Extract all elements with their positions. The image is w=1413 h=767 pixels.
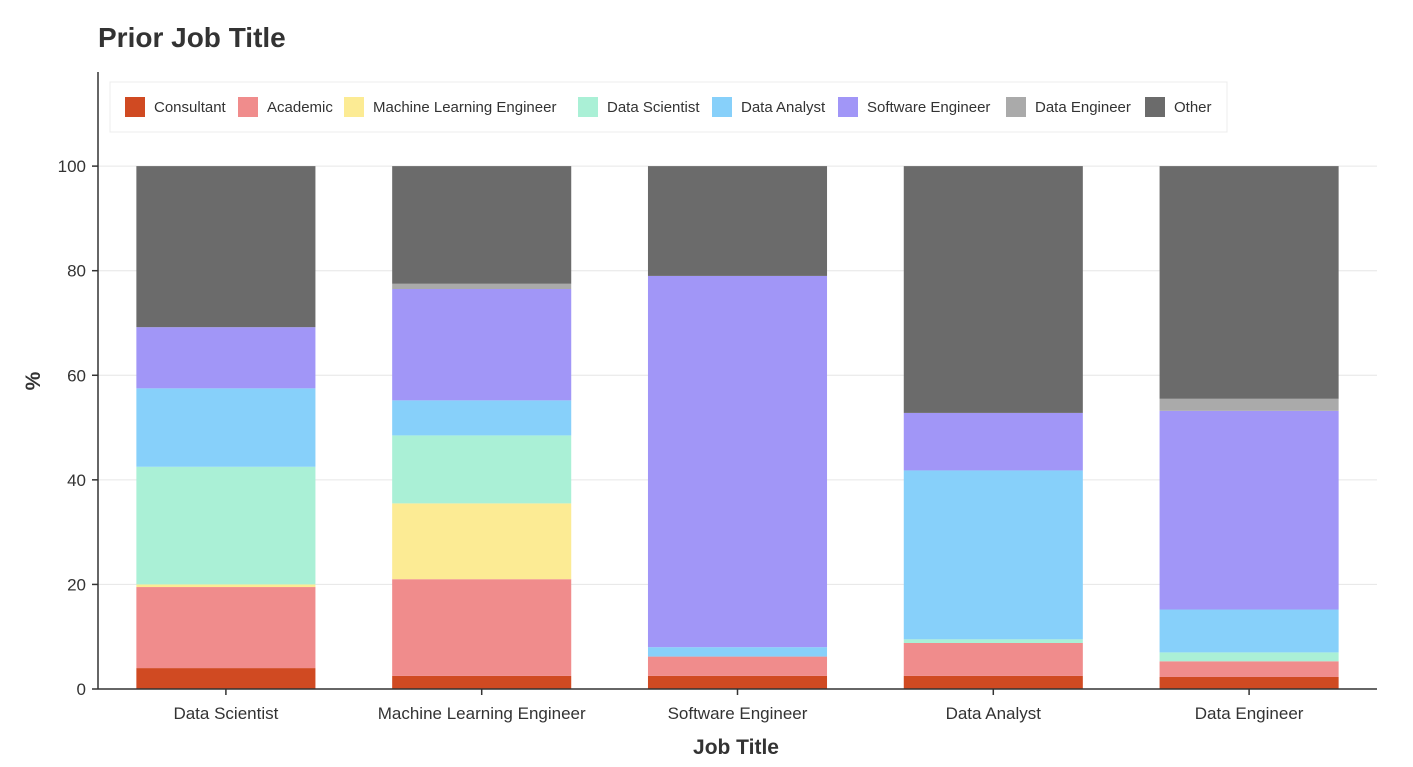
bar-segment[interactable] bbox=[136, 587, 316, 669]
bar-segment[interactable] bbox=[392, 166, 572, 284]
y-axis-label: % bbox=[22, 371, 45, 390]
y-tick-label: 0 bbox=[77, 680, 86, 699]
legend-item-label[interactable]: Machine Learning Engineer bbox=[373, 99, 556, 116]
bar-segment[interactable] bbox=[136, 668, 316, 689]
bar-segment[interactable] bbox=[136, 584, 316, 588]
legend-swatch bbox=[1145, 97, 1165, 117]
bar-segment[interactable] bbox=[647, 656, 828, 676]
bar-segment[interactable] bbox=[392, 675, 572, 689]
legend-swatch bbox=[125, 97, 145, 117]
legend-swatch bbox=[578, 97, 598, 117]
legend-item-label[interactable]: Data Analyst bbox=[741, 99, 826, 116]
bar-segment[interactable] bbox=[903, 412, 1083, 471]
x-tick-label: Data Engineer bbox=[1195, 704, 1304, 723]
bar-segment[interactable] bbox=[392, 283, 572, 289]
legend-swatch bbox=[1006, 97, 1026, 117]
x-tick-label: Data Analyst bbox=[946, 704, 1042, 723]
bar-segment[interactable] bbox=[903, 675, 1083, 689]
legend-swatch bbox=[712, 97, 732, 117]
bar-segment[interactable] bbox=[1159, 676, 1339, 689]
y-tick-label: 20 bbox=[67, 575, 86, 594]
bar-segment[interactable] bbox=[647, 675, 828, 689]
legend-box bbox=[109, 81, 1228, 133]
bar-segment[interactable] bbox=[392, 400, 572, 436]
bar-segment[interactable] bbox=[903, 642, 1083, 676]
legend-swatch bbox=[344, 97, 364, 117]
chart-title: Prior Job Title bbox=[98, 22, 286, 53]
x-tick-label: Software Engineer bbox=[668, 704, 808, 723]
bar-series bbox=[136, 166, 1339, 689]
y-tick-label: 40 bbox=[67, 471, 86, 490]
bar-segment[interactable] bbox=[903, 639, 1083, 643]
bar-segment[interactable] bbox=[1159, 410, 1339, 610]
legend[interactable]: Consultant Academic Machine Learning Engin… bbox=[109, 81, 1228, 133]
legend-item-label[interactable]: Academic bbox=[267, 99, 333, 116]
legend-item-label[interactable]: Consultant bbox=[154, 99, 227, 116]
bar-segment[interactable] bbox=[903, 166, 1083, 413]
bar-segment[interactable] bbox=[1159, 398, 1339, 411]
bar-segment[interactable] bbox=[392, 435, 572, 504]
bar-segment[interactable] bbox=[136, 327, 316, 389]
x-tick-label: Data Scientist bbox=[173, 704, 278, 723]
legend-item-label[interactable]: Software Engineer bbox=[867, 99, 990, 116]
bar-segment[interactable] bbox=[136, 466, 316, 585]
legend-swatch bbox=[838, 97, 858, 117]
bar-segment[interactable] bbox=[136, 166, 316, 328]
y-tick-label: 60 bbox=[67, 366, 86, 385]
legend-item-label[interactable]: Other bbox=[1174, 99, 1212, 116]
legend-swatch bbox=[238, 97, 258, 117]
bar-segment[interactable] bbox=[1159, 661, 1339, 677]
y-tick-label: 100 bbox=[58, 157, 86, 176]
bar-segment[interactable] bbox=[903, 470, 1083, 640]
bar-segment[interactable] bbox=[647, 275, 828, 648]
legend-item-label[interactable]: Data Engineer bbox=[1035, 99, 1131, 116]
bar-segment[interactable] bbox=[647, 166, 828, 276]
bar-segment[interactable] bbox=[1159, 609, 1339, 653]
legend-item-label[interactable]: Data Scientist bbox=[607, 99, 700, 116]
y-tick-label: 80 bbox=[67, 262, 86, 281]
bar-segment[interactable] bbox=[1159, 166, 1339, 399]
x-axis-label: Job Title bbox=[693, 736, 779, 759]
bar-segment[interactable] bbox=[647, 647, 828, 657]
bar-segment[interactable] bbox=[136, 388, 316, 467]
y-ticks: 0 20 40 60 80 100 bbox=[58, 157, 98, 699]
x-tick-label: Machine Learning Engineer bbox=[378, 704, 586, 723]
bar-segment[interactable] bbox=[1159, 652, 1339, 662]
bar-segment[interactable] bbox=[392, 503, 572, 580]
bar-segment[interactable] bbox=[392, 288, 572, 401]
bar-segment[interactable] bbox=[392, 579, 572, 676]
x-ticks: Data Scientist Machine Learning Engineer S… bbox=[173, 689, 1304, 723]
